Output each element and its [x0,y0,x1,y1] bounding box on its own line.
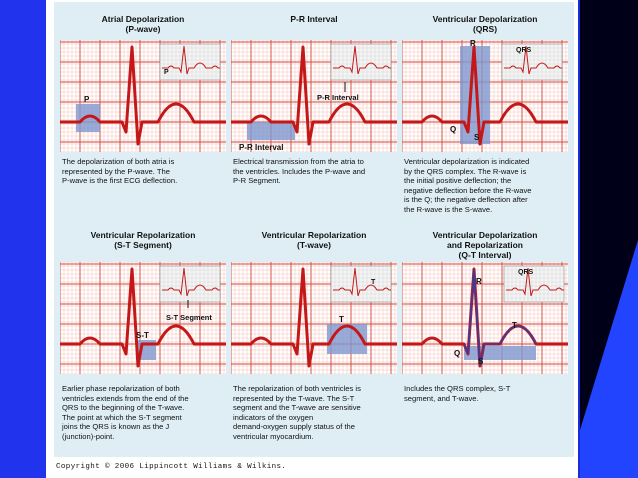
caption-line: Ventricular depolarization is indicated [404,157,530,166]
caption-line: Earlier phase repolarization of both [62,384,180,393]
wave-label: R [476,277,482,286]
highlight-region [464,346,536,360]
caption-line: the initial positive deflection; the [404,176,512,186]
title-line: (P-wave) [125,24,161,34]
caption-line: QRS to the beginning of the T-wave. [62,403,185,413]
caption-line: P-R Segment. [233,176,281,186]
title-line: Ventricular Repolarization [261,230,367,240]
wave-label: S-T Segment [166,313,212,322]
title-line: (Q-T Interval) [458,250,512,260]
caption-line: the ventricles. Includes the P-wave and [233,166,366,176]
caption-line: segment and the T-wave are sensitive [233,403,361,413]
wave-label: S-T [136,331,149,340]
title-line: (S-T Segment) [114,240,172,250]
title-line: (QRS) [472,24,498,34]
wave-label: Q [454,349,460,358]
caption-line: represented by the T-wave. The S-T [233,393,355,403]
title-line: Ventricular Depolarization [432,230,538,240]
inset-ecg [159,265,221,303]
wave-label: S [478,357,484,366]
ecg-strip: R Q S T QRS [402,262,568,374]
panel-title: Ventricular Repolarization (S-T Segment) [60,230,226,250]
wave-label: T [512,321,517,330]
wave-label: R [470,40,476,48]
ecg-trace [231,45,397,146]
caption-line: The depolarization of both atria is [62,157,175,166]
wave-label: T [339,315,344,324]
caption-line: segment, and T-wave. [404,393,479,403]
caption-line: P-wave is the first ECG deflection. [62,176,178,186]
caption-line: ventricles extends from the end of the [62,393,189,403]
ecg-strip: S-T S-T Segment [60,262,226,374]
panel-caption: The repolarization of both ventricles is… [233,384,397,442]
title-line: Atrial Depolarization [101,14,185,24]
ecg-strip: TT [231,262,397,374]
wave-label: Q [450,125,456,134]
caption-line: by the QRS complex. The R-wave is [404,166,527,176]
title-line: Ventricular Depolarization [432,14,538,24]
title-line: and Repolarization [446,240,524,250]
ecg-trace [60,45,226,146]
wave-label: P-R Interval [239,143,283,152]
wave-label: QRS [518,269,534,276]
inset-ecg [330,43,392,81]
caption-line: The point at which the S-T segment [62,412,182,422]
wave-label: S [474,133,480,142]
wave-label: P-R Interval [317,93,359,102]
panel-title: Ventricular Repolarization (T-wave) [231,230,397,250]
caption-line: (junction)-point. [62,431,115,441]
left-blue-band [0,0,46,478]
panel-caption: The depolarization of both atria is repr… [62,157,226,186]
copyright-notice: Copyright © 2006 Lippincott Williams & W… [56,463,287,471]
caption-line: indicators of the oxygen [233,412,314,422]
panel-caption: Ventricular depolarization is indicated … [404,157,568,215]
ecg-trace [402,45,568,146]
caption-line: Electrical transmission from the atria t… [233,157,364,166]
title-line: (T-wave) [296,240,331,250]
panel-title: Ventricular Depolarization and Repolariz… [402,230,568,260]
caption-line: demand-oxygen supply status of the [233,422,355,432]
inset-ecg [330,265,392,303]
panel-caption: Includes the QRS complex, S-T segment, a… [404,384,568,403]
inset-ecg [503,265,565,303]
caption-line: joins the QRS is known as the J [62,422,170,432]
highlight-region [247,122,295,140]
ecg-trace [60,267,226,368]
highlight-region [327,324,367,354]
caption-line: The repolarization of both ventricles is [233,384,361,393]
caption-line: is the Q; the negative deflection after [404,195,528,205]
panel-title: P-R Interval [231,14,397,24]
panel-caption: Earlier phase repolarization of both ven… [62,384,226,442]
title-line: P-R Interval [290,14,338,24]
wave-label: T [371,279,376,286]
wave-label: P [84,95,90,104]
inset-ecg [501,43,563,81]
ecg-strip: P-R Interval P-R Interval [231,40,397,152]
right-decoration [580,0,638,478]
caption-line: the R-wave is the S-wave. [404,204,493,214]
caption-line: Includes the QRS complex, S-T [404,384,511,393]
ecg-strip: PP [60,40,226,152]
ecg-trace [231,267,397,368]
panel-title: Ventricular Depolarization (QRS) [402,14,568,34]
panel-title: Atrial Depolarization (P-wave) [60,14,226,34]
ecg-strip: R Q S QRS [402,40,568,152]
caption-line: negative deflection before the R-wave [404,185,532,195]
wave-label: QRS [516,47,532,54]
wave-label: P [164,69,169,76]
caption-line: ventricular myocardium. [233,431,314,441]
caption-line: represented by the P-wave. The [62,166,170,176]
inset-ecg [159,43,221,81]
panel-caption: Electrical transmission from the atria t… [233,157,397,186]
title-line: Ventricular Repolarization [90,230,196,240]
